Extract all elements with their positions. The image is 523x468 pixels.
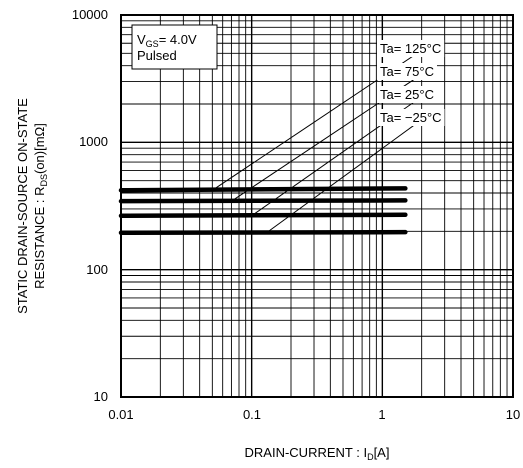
y-tick-label-10000: 10000	[72, 7, 108, 22]
x-axis-title-sub: D	[367, 452, 374, 462]
legend-label-125c: Ta= 125°C	[380, 41, 441, 56]
x-axis-title-main: DRAIN-CURRENT : I	[245, 445, 368, 460]
y-axis-title-line2-unit: (on)[mΩ]	[32, 123, 47, 174]
legend-label-background-2	[377, 86, 437, 103]
legend-label-minus25c: Ta= −25°C	[380, 110, 442, 125]
x-tick-label-0.01: 0.01	[108, 407, 133, 422]
y-axis-title-line2-main: RESISTANCE : R	[32, 187, 47, 289]
x-tick-label-0.1: 0.1	[243, 407, 261, 422]
legend-label-background-1	[377, 63, 437, 80]
vgs-label: VGS= 4.0V	[137, 32, 197, 49]
vgs-value: = 4.0V	[159, 32, 197, 47]
series-line-2	[118, 212, 408, 219]
plot-frame	[120, 14, 514, 398]
x-axis-title-unit: [A]	[374, 445, 390, 460]
x-axis-title: DRAIN-CURRENT : ID[A]	[245, 445, 390, 462]
y-tick-labels: 10 100 1000 10000	[72, 7, 108, 404]
y-axis-title-line2-sub: DS	[39, 174, 49, 187]
legend-label-background-0	[377, 40, 445, 57]
vgs-main: V	[137, 32, 146, 47]
legend-background	[377, 40, 445, 126]
x-tick-label-1: 1	[378, 407, 385, 422]
x-tick-label-10: 10	[506, 407, 520, 422]
condition-box: VGS= 4.0V Pulsed	[131, 24, 218, 70]
y-axis-title-line1: STATIC DRAIN-SOURCE ON-STATE	[15, 98, 30, 314]
legend-label-75c: Ta= 75°C	[380, 64, 434, 79]
series-lines	[118, 186, 408, 235]
series-line-1	[118, 198, 408, 204]
leader-line-3	[266, 121, 420, 234]
y-tick-label-100: 100	[86, 262, 108, 277]
x-tick-labels: 0.01 0.1 1 10	[108, 407, 520, 422]
condition-box-frame	[131, 24, 218, 70]
mode-label: Pulsed	[137, 48, 177, 63]
y-tick-label-1000: 1000	[79, 134, 108, 149]
series-line-0	[118, 186, 408, 193]
y-tick-label-10: 10	[94, 389, 108, 404]
legend: Ta= 125°C Ta= 75°C Ta= 25°C Ta= −25°C	[380, 41, 442, 125]
y-axis-title-line2: RESISTANCE : RDS(on)[mΩ]	[32, 123, 49, 289]
series-line-3	[118, 229, 408, 235]
y-axis-title: STATIC DRAIN-SOURCE ON-STATE RESISTANCE …	[15, 98, 49, 314]
legend-label-background-3	[377, 109, 445, 126]
legend-label-25c: Ta= 25°C	[380, 87, 434, 102]
vgs-sub: GS	[146, 39, 159, 49]
grid	[121, 15, 513, 397]
